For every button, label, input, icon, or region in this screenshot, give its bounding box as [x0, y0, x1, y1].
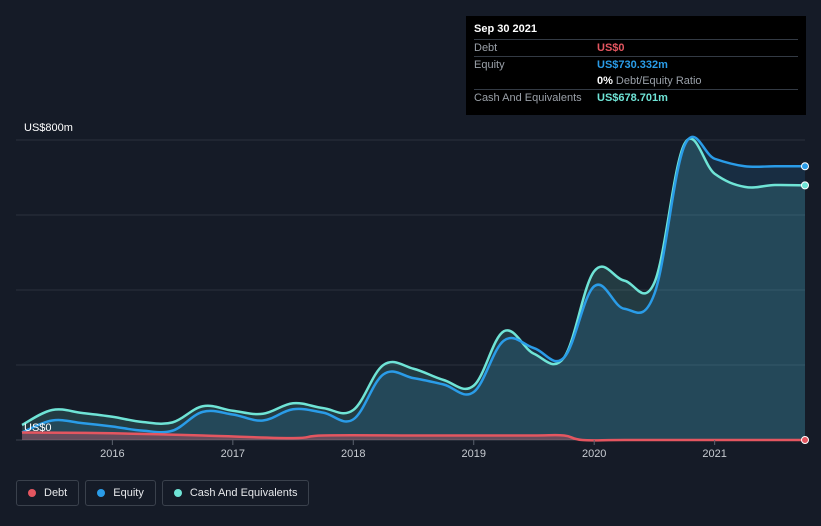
y-axis-max-label: US$800m — [24, 122, 73, 134]
tooltip-equity-label: Equity — [474, 59, 505, 71]
area-fills — [22, 136, 806, 441]
x-tick-label: 2016 — [100, 448, 124, 460]
legend-label-equity: Equity — [113, 487, 144, 499]
equity-area — [22, 136, 806, 440]
x-tick-label: 2020 — [582, 448, 606, 460]
tooltip-debt-label: Debt — [474, 42, 498, 54]
legend-item-equity[interactable]: Equity — [85, 480, 156, 506]
tooltip-debt-value: US$0 — [597, 42, 625, 54]
tooltip-row-ratio: 0% Debt/Equity Ratio — [474, 73, 798, 89]
tooltip-row-equity: Equity US$730.332m — [474, 56, 798, 73]
tooltip-equity-value: US$730.332m — [597, 59, 668, 71]
tooltip-date: Sep 30 2021 — [474, 23, 537, 35]
tooltip-row-debt: Debt US$0 — [474, 39, 798, 56]
y-axis-zero-label: US$0 — [24, 422, 52, 434]
legend-item-debt[interactable]: Debt — [16, 480, 80, 506]
equity-dot-icon — [97, 489, 106, 497]
tooltip-cash-value: US$678.701m — [597, 92, 668, 104]
data-tooltip: Sep 30 2021 Debt US$0 Equity US$730.332m… — [466, 16, 806, 115]
tooltip-ratio-value: 0% — [597, 75, 613, 87]
cash-and-equivalents-area — [22, 138, 806, 440]
end-markers — [801, 162, 809, 444]
legend-label-cash: Cash And Equivalents — [189, 487, 298, 499]
x-tick-label: 2019 — [461, 448, 485, 460]
grid-lines — [16, 139, 805, 441]
x-tick-label: 2021 — [702, 448, 726, 460]
tooltip-ratio-label: Debt/Equity Ratio — [615, 75, 702, 87]
chart-legend: Debt Equity Cash And Equivalents — [16, 480, 310, 506]
series-lines — [21, 135, 806, 442]
tooltip-cash-label: Cash And Equivalents — [474, 92, 582, 104]
equity-line — [21, 135, 805, 434]
equity-end-marker — [801, 162, 809, 171]
x-axis-ticks: 2016 2017 2018 2019 2020 2021 — [100, 440, 727, 460]
debt-end-marker — [801, 436, 809, 444]
x-tick-label: 2017 — [221, 448, 245, 460]
legend-item-cash[interactable]: Cash And Equivalents — [161, 480, 310, 506]
cash-and-equivalents-end-marker — [801, 181, 809, 190]
x-tick-label: 2018 — [341, 448, 365, 460]
tooltip-row-cash: Cash And Equivalents US$678.701m — [474, 89, 798, 106]
cash-dot-icon — [173, 489, 182, 497]
debt-dot-icon — [28, 489, 36, 497]
legend-label-debt: Debt — [44, 487, 68, 499]
debt-line — [22, 431, 805, 442]
